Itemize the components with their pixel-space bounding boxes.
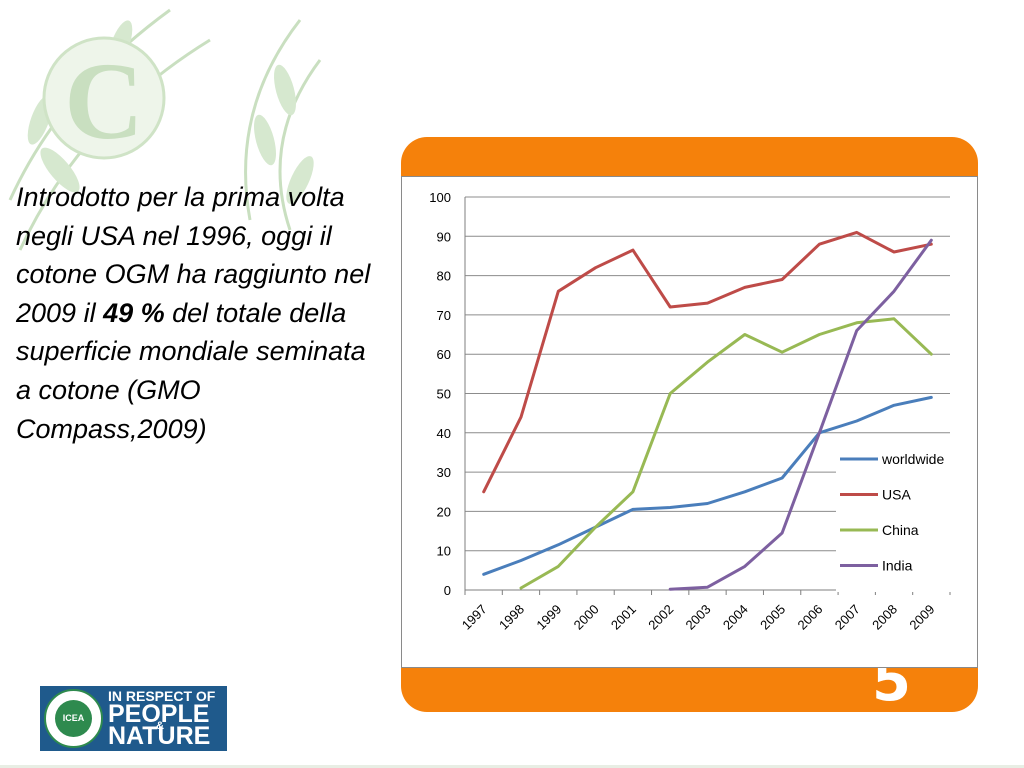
legend-label-india: India [882, 558, 913, 574]
body-text: Introdotto per la prima volta negli USA … [16, 178, 388, 448]
icea-logo: ICEA IN RESPECT OF PEOPLE & NATURE [40, 686, 227, 751]
y-tick-label: 50 [437, 387, 451, 402]
x-tick-label: 1999 [533, 602, 564, 633]
x-tick-label: 2008 [869, 602, 900, 633]
legend-label-usa: USA [882, 487, 911, 503]
x-tick-label: 2003 [683, 602, 714, 633]
logo-ampersand: & [156, 720, 164, 732]
x-tick-label: 2000 [571, 602, 602, 633]
bottom-divider [0, 765, 1024, 768]
chart-panel: 0 10 20 30 40 50 60 70 80 90 100 1997 1998 1999 2000 20… [401, 176, 978, 668]
icea-seal-text: ICEA [55, 700, 92, 737]
logo-line-3: NATURE [108, 722, 211, 750]
body-text-part2: del totale della superficie mondiale sem… [16, 297, 366, 444]
x-tick-label: 2005 [757, 602, 788, 633]
x-tick-label: 1998 [496, 602, 527, 633]
series-line-usa [482, 230, 933, 494]
x-tick-label: 2006 [794, 602, 825, 633]
y-tick-label: 40 [437, 426, 451, 441]
body-text-highlight: 49 % [103, 297, 165, 328]
logo-line-2: PEOPLE [108, 700, 210, 728]
y-tick-label: 0 [444, 583, 451, 598]
logo-line-1: IN RESPECT OF [108, 688, 216, 704]
series-line-worldwide [482, 395, 933, 576]
y-tick-label: 100 [429, 190, 451, 205]
y-tick-label: 80 [437, 269, 451, 284]
y-tick-label: 70 [437, 308, 451, 323]
x-tick-label: 2009 [906, 602, 937, 633]
series-line-india [668, 238, 933, 591]
legend-label-china: China [882, 522, 919, 538]
x-tick-label: 2007 [832, 602, 863, 633]
y-tick-label: 90 [437, 229, 451, 244]
x-tick-label: 2004 [720, 602, 751, 633]
x-tick-label: 2001 [608, 602, 639, 633]
x-tick-label: 1997 [459, 602, 490, 633]
y-tick-label: 10 [437, 544, 451, 559]
y-tick-label: 60 [437, 347, 451, 362]
body-text-part1: Introdotto per la prima volta negli USA … [16, 182, 371, 328]
icea-seal: ICEA [44, 689, 103, 748]
svg-text:C: C [64, 40, 143, 162]
x-tick-label: 2002 [645, 602, 676, 633]
y-tick-label: 20 [437, 504, 451, 519]
legend-label-worldwide: worldwide [881, 451, 944, 467]
y-tick-label: 30 [437, 465, 451, 480]
leaf-watermark: C [8, 8, 322, 251]
